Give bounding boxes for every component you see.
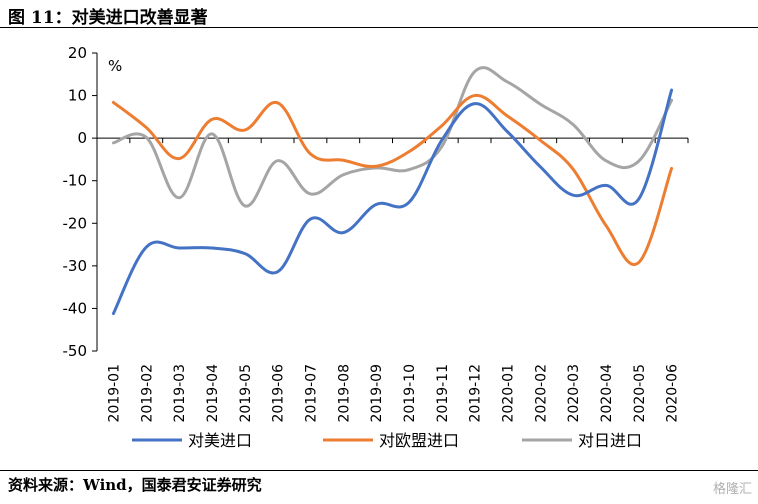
y-tick-label: -10 [63, 172, 88, 190]
source-note: 资料来源：Wind，国泰君安证券研究 [8, 476, 262, 494]
x-tick-label: 2019-11 [435, 364, 451, 423]
y-tick-label: -50 [63, 342, 88, 360]
y-unit-label: % [108, 57, 122, 75]
x-tick-label: 2019-07 [303, 364, 319, 423]
bottom-rule [0, 470, 758, 471]
y-axis: 20 10 0 -10 -20 -30 -40 -50 [63, 44, 98, 360]
legend-label: 对欧盟进口 [379, 431, 459, 450]
x-tick-label: 2019-12 [468, 364, 484, 423]
y-tick-label: -30 [63, 257, 88, 275]
x-tick-label: 2019-10 [402, 364, 418, 423]
legend-label: 对日进口 [578, 431, 642, 450]
x-tick-label: 2020-02 [533, 364, 549, 423]
figure-title: 图 11：对美进口改善显著 [8, 8, 208, 28]
x-tick-label: 2019-06 [271, 364, 287, 423]
x-tick-label: 2019-08 [336, 364, 352, 423]
x-tick-label: 2019-02 [139, 364, 155, 423]
watermark-logo: 格隆汇 [712, 482, 752, 497]
y-tick-label: 20 [68, 44, 87, 62]
x-tick-label: 2020-03 [566, 364, 582, 423]
series-line-2 [111, 66, 674, 208]
x-tick-label: 2019-03 [172, 364, 188, 423]
x-tick-label: 2020-01 [500, 364, 516, 423]
x-tick-label: 2019-05 [238, 364, 254, 423]
legend: 对美进口 对欧盟进口 对日进口 [132, 431, 642, 450]
y-tick-label: 10 [68, 87, 87, 105]
x-tick-label: 2020-04 [599, 364, 615, 423]
x-tick-label: 2020-06 [665, 364, 681, 423]
y-tick-label: -20 [63, 214, 88, 232]
x-tick-label: 2020-05 [632, 364, 648, 423]
series-lines [111, 66, 674, 316]
top-rule [0, 27, 758, 28]
series-line-0 [111, 88, 674, 316]
y-tick-label: -40 [63, 299, 88, 317]
x-axis: 2019-01 2019-02 2019-03 2019-04 2019-05 2019-… [96, 137, 689, 423]
series-line-1 [111, 94, 674, 266]
y-tick-label: 0 [77, 129, 87, 147]
x-tick-label: 2019-04 [205, 364, 221, 423]
legend-label: 对美进口 [188, 431, 252, 450]
x-tick-label: 2019-01 [106, 364, 122, 423]
x-tick-label: 2019-09 [369, 364, 385, 423]
